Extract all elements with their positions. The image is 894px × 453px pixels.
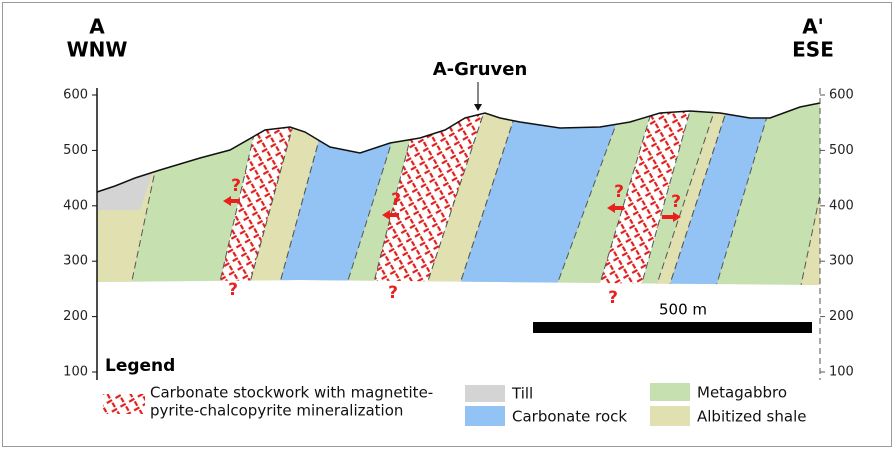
tick-label: 100 bbox=[829, 365, 854, 380]
rock-band bbox=[655, 103, 730, 285]
pointer-head bbox=[474, 104, 482, 111]
tick-label: 200 bbox=[829, 309, 854, 324]
arrows bbox=[223, 196, 681, 222]
rock-band bbox=[458, 103, 625, 285]
tick-label: 600 bbox=[63, 88, 88, 103]
uncertainty-mark: ? bbox=[671, 192, 681, 212]
legend-label: Carbonate stockwork with magnetite- bbox=[150, 384, 433, 402]
legend-swatch bbox=[650, 406, 690, 426]
contact bbox=[424, 103, 489, 285]
legend-label: Carbonate rock bbox=[512, 408, 627, 426]
tick-label: 300 bbox=[63, 254, 88, 269]
tick-label: 600 bbox=[829, 88, 854, 103]
direction: WNW bbox=[67, 38, 128, 62]
uncertainty-mark: ? bbox=[231, 176, 241, 196]
legend-label: pyrite-chalcopyrite mineralization bbox=[150, 402, 403, 420]
uncertainty-mark: ? bbox=[614, 182, 624, 202]
scale-label: 500 m bbox=[659, 301, 707, 319]
contact bbox=[667, 103, 731, 285]
legend-swatch bbox=[465, 406, 505, 426]
legend-title: Legend bbox=[105, 356, 175, 376]
tick-label: 500 bbox=[63, 143, 88, 158]
rock-band bbox=[248, 103, 330, 285]
legend-label: Metagabbro bbox=[697, 384, 787, 402]
rock-band bbox=[598, 103, 693, 285]
direction: ESE bbox=[792, 38, 834, 62]
scale-bar bbox=[533, 322, 812, 333]
tick-label: 100 bbox=[63, 365, 88, 380]
contact bbox=[597, 103, 656, 285]
contact bbox=[654, 103, 719, 285]
legend-label: Till bbox=[511, 385, 533, 403]
tick-label: 400 bbox=[829, 198, 854, 213]
legend-swatch bbox=[650, 383, 690, 401]
tick-label: 500 bbox=[829, 143, 854, 158]
section-end: A' bbox=[802, 15, 824, 39]
section-end: A bbox=[89, 15, 105, 39]
contact bbox=[554, 103, 626, 285]
legend-swatch bbox=[103, 394, 145, 414]
contact bbox=[457, 103, 521, 285]
location-label: A-Gruven bbox=[433, 59, 528, 80]
rock-band bbox=[425, 103, 520, 285]
contact bbox=[714, 103, 773, 285]
rock-band bbox=[668, 103, 772, 285]
uncertainty-mark: ? bbox=[608, 288, 618, 308]
legend-swatch bbox=[465, 385, 505, 402]
tick-label: 200 bbox=[63, 309, 88, 324]
uncertainty-mark: ? bbox=[388, 283, 398, 303]
tick-label: 400 bbox=[63, 198, 88, 213]
tick-label: 300 bbox=[829, 254, 854, 269]
rock-band bbox=[372, 103, 488, 285]
uncertainty-mark: ? bbox=[228, 280, 238, 300]
surface bbox=[96, 102, 821, 193]
uncertainty-mark: ? bbox=[391, 190, 401, 210]
rock-band bbox=[218, 103, 300, 285]
legend-label: Albitized shale bbox=[697, 408, 806, 426]
